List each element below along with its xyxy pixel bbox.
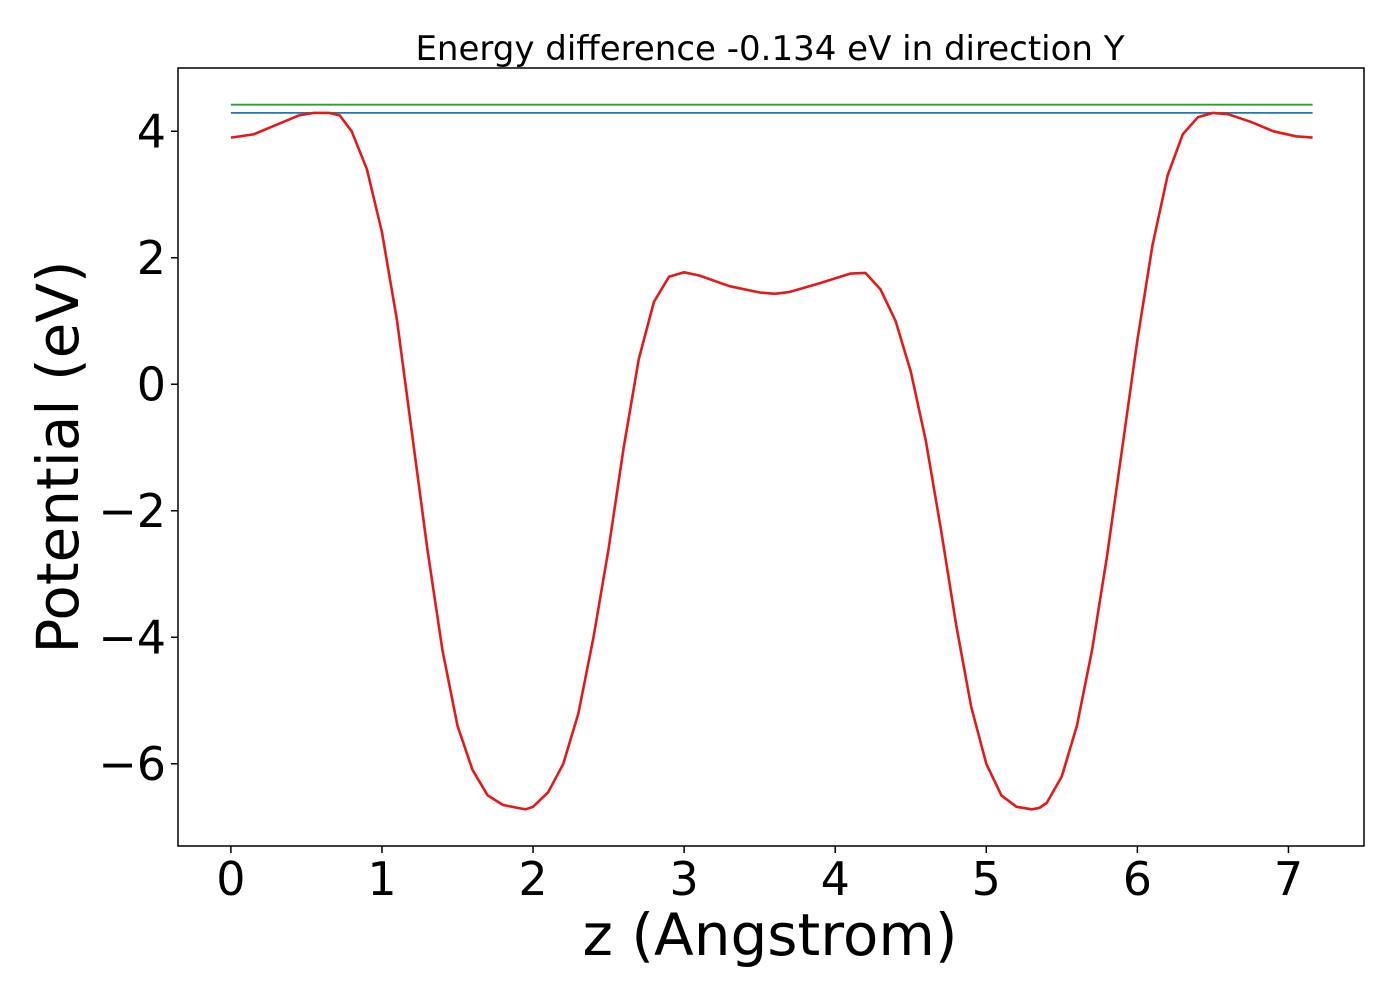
x-tick-label: 7 [1274,852,1303,906]
x-tick-label: 5 [972,852,1001,906]
y-tick-label: −6 [98,737,166,791]
x-tick-label: 1 [367,852,396,906]
x-tick-label: 6 [1123,852,1152,906]
y-tick-label: 2 [137,231,166,285]
y-axis-label: Potential (eV) [24,260,92,653]
y-tick-label: 4 [137,104,166,158]
x-axis: 0 1 2 3 4 5 6 7 [216,846,1303,906]
y-tick-label: −2 [98,484,166,538]
x-tick-label: 2 [518,852,547,906]
x-axis-label: z (Angstrom) [583,901,958,969]
chart-title: Energy difference -0.134 eV in direction… [415,29,1124,69]
y-tick-label: −4 [98,610,166,664]
x-tick-label: 4 [821,852,850,906]
plot-frame [177,67,1365,847]
potential-curve [230,111,1313,811]
series-layer [230,103,1313,811]
y-tick-label: 0 [137,357,166,411]
y-axis: −6 −4 −2 0 2 4 [98,104,178,791]
x-tick-label: 3 [669,852,698,906]
x-tick-label: 0 [216,852,245,906]
